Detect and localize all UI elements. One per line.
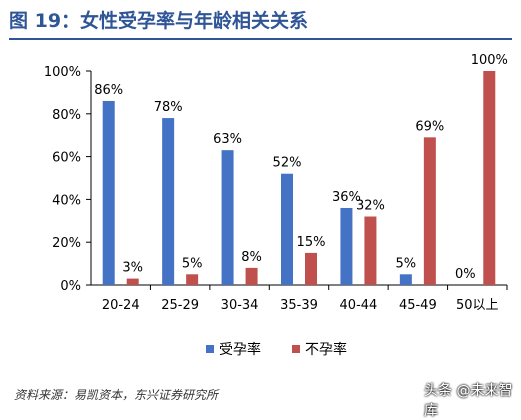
x-tick-label: 25-29 bbox=[161, 298, 199, 313]
data-label: 63% bbox=[213, 132, 242, 147]
x-tick-label: 30-34 bbox=[221, 298, 259, 313]
legend-label-infertility: 不孕率 bbox=[305, 341, 347, 358]
data-label: 86% bbox=[94, 83, 123, 98]
data-label: 15% bbox=[297, 235, 326, 250]
data-label: 5% bbox=[396, 256, 417, 271]
y-tick-label: 60% bbox=[52, 151, 81, 166]
bar-conception-rate bbox=[281, 173, 293, 285]
watermark: 头条 @未来智库 bbox=[424, 383, 513, 419]
data-label: 8% bbox=[241, 250, 262, 265]
fertility-bar-chart: 0% 20% 40% 60% 80% 100% 20-24 86% 3% 25-29 78% 5% 30… bbox=[44, 53, 508, 358]
y-tick-label: 100% bbox=[44, 65, 81, 80]
x-tick-label: 45-49 bbox=[399, 298, 437, 313]
bar-conception-rate bbox=[399, 274, 412, 285]
x-tick-label: 35-39 bbox=[280, 298, 318, 313]
bar-infertility-rate bbox=[305, 252, 317, 285]
data-label: 32% bbox=[356, 199, 385, 214]
data-label: 5% bbox=[182, 256, 203, 271]
data-label: 69% bbox=[415, 119, 444, 134]
data-label: 3% bbox=[122, 261, 143, 276]
bar-infertility-rate bbox=[126, 278, 139, 285]
data-label: 0% bbox=[455, 267, 476, 282]
legend-swatch-infertility bbox=[292, 345, 300, 353]
bar-conception-rate bbox=[102, 100, 115, 286]
bar-conception-rate bbox=[221, 150, 234, 285]
data-label: 36% bbox=[332, 190, 361, 205]
data-label: 100% bbox=[471, 53, 508, 68]
bar-infertility-rate bbox=[364, 216, 377, 285]
source-note: 资料来源：易凯资本，东兴证券研究所 bbox=[14, 388, 219, 402]
legend-swatch-conception bbox=[206, 345, 214, 353]
title-rule bbox=[9, 38, 512, 40]
y-tick-label: 0% bbox=[60, 279, 81, 294]
x-tick-label: 50以上 bbox=[456, 298, 499, 313]
bar-infertility-rate bbox=[245, 267, 258, 285]
bar-conception-rate bbox=[340, 207, 353, 285]
y-tick-label: 40% bbox=[52, 193, 81, 208]
bar-infertility-rate bbox=[186, 274, 199, 285]
y-tick-label: 20% bbox=[52, 236, 81, 251]
y-tick-label: 80% bbox=[52, 108, 81, 123]
bar-infertility-rate bbox=[483, 71, 496, 285]
data-label: 78% bbox=[154, 100, 183, 115]
legend-label-conception: 受孕率 bbox=[219, 341, 261, 358]
x-tick-label: 40-44 bbox=[340, 298, 378, 313]
page-title: 图 19：女性受孕率与年龄相关关系 bbox=[9, 10, 309, 32]
x-tick-label: 20-24 bbox=[102, 298, 140, 313]
data-label: 52% bbox=[273, 156, 302, 171]
bar-conception-rate bbox=[162, 118, 175, 285]
bar-infertility-rate bbox=[423, 137, 436, 285]
